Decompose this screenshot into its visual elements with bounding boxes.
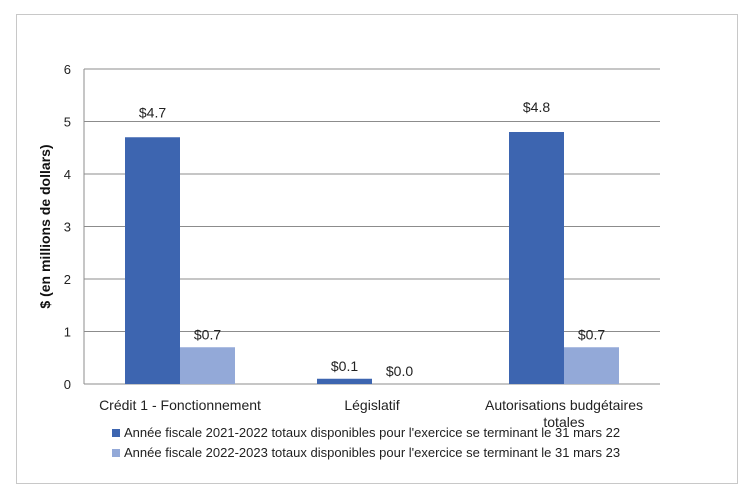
x-category-label: Crédit 1 - Fonctionnement xyxy=(99,397,261,413)
bar xyxy=(180,347,235,384)
y-tick-label: 5 xyxy=(64,115,71,130)
legend-swatch xyxy=(112,429,120,437)
y-axis-title: $ (en millions de dollars) xyxy=(37,144,53,308)
bar xyxy=(125,137,180,384)
y-tick-label: 0 xyxy=(64,377,71,392)
y-tick-label: 3 xyxy=(64,220,71,235)
x-category-label: Autorisations budgétaires xyxy=(485,397,643,413)
data-label: $4.7 xyxy=(139,104,166,120)
bar xyxy=(509,132,564,384)
data-label: $0.0 xyxy=(386,363,413,379)
data-label: $0.1 xyxy=(331,358,358,374)
data-label: $0.7 xyxy=(194,326,221,342)
y-tick-label: 2 xyxy=(64,272,71,287)
legend-label: Année fiscale 2022-2023 totaux disponibl… xyxy=(124,445,620,460)
legend-swatch xyxy=(112,449,120,457)
x-category-label: totales xyxy=(543,414,584,430)
y-tick-label: 6 xyxy=(64,62,71,77)
y-tick-label: 4 xyxy=(64,167,71,182)
x-category-label: Législatif xyxy=(344,397,399,413)
data-label: $4.8 xyxy=(523,99,550,115)
y-tick-label: 1 xyxy=(64,325,71,340)
legend-label: Année fiscale 2021-2022 totaux disponibl… xyxy=(124,425,620,440)
bar xyxy=(317,378,372,384)
data-label: $0.7 xyxy=(578,326,605,342)
bar xyxy=(564,347,619,384)
